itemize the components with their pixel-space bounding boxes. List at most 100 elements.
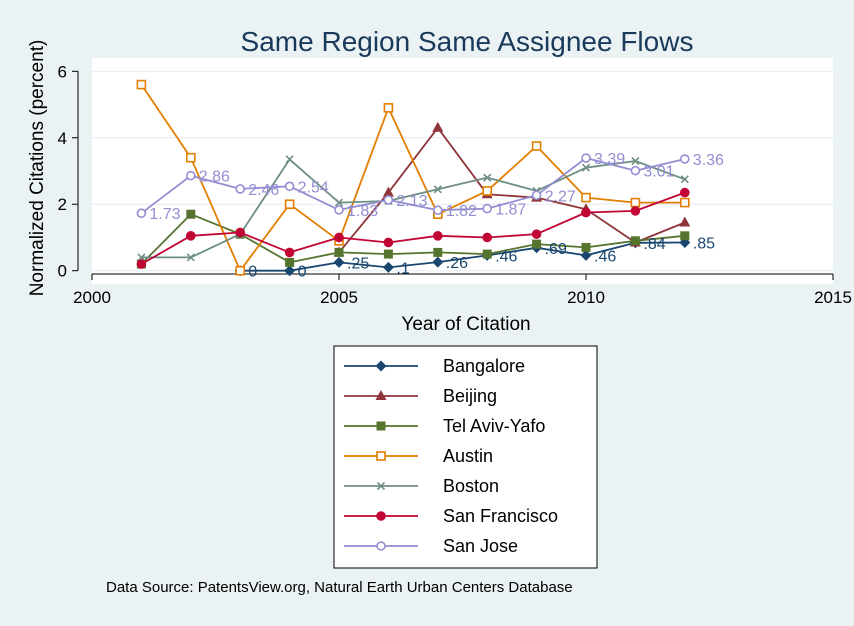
legend-label: Austin <box>443 446 493 466</box>
data-point <box>680 231 690 241</box>
data-point <box>186 152 196 163</box>
data-point <box>334 205 344 215</box>
data-point <box>532 239 542 249</box>
legend-item: San Francisco <box>344 506 558 526</box>
series-line <box>338 126 686 253</box>
data-point <box>333 256 345 268</box>
legend-label: Boston <box>443 476 499 496</box>
y-tick-label: 2 <box>58 195 67 214</box>
data-point <box>581 153 591 163</box>
data-label: 1.87 <box>495 202 526 219</box>
data-label: 3.39 <box>594 151 625 168</box>
data-label: .46 <box>495 248 517 265</box>
data-label: .69 <box>545 241 567 258</box>
series-austin <box>136 79 690 276</box>
legend: Bangalore Beijing Tel Aviv-Yafo Austin Bosto… <box>333 345 598 569</box>
data-point <box>383 103 394 113</box>
data-point <box>581 192 591 203</box>
data-point <box>679 216 691 227</box>
legend-marker <box>376 511 386 521</box>
data-point <box>235 184 245 194</box>
legend-item: Austin <box>344 446 493 466</box>
data-point <box>284 265 296 277</box>
series-line <box>140 191 686 265</box>
series-layer <box>136 79 691 277</box>
legend-marker <box>376 541 386 551</box>
legend-label: San Francisco <box>443 506 558 526</box>
data-point <box>432 205 443 216</box>
axes-layer: 0 2 4 6 2000 2005 2010 2015 <box>58 62 852 307</box>
data-point <box>383 237 394 248</box>
data-point <box>137 253 146 262</box>
data-label: 0 <box>298 264 307 281</box>
data-label: 1.82 <box>446 203 477 220</box>
data-label: 2.86 <box>199 169 230 186</box>
y-tick-label: 0 <box>58 262 67 281</box>
data-label: 2.46 <box>248 182 279 199</box>
data-point <box>482 203 493 214</box>
series-san-francisco <box>136 187 690 269</box>
data-label: 2.54 <box>298 179 329 196</box>
series-line <box>140 84 685 272</box>
data-label: .84 <box>643 236 665 253</box>
data-point <box>235 227 245 238</box>
data-point <box>679 197 690 208</box>
data-label: .1 <box>396 260 409 277</box>
data-point <box>136 259 147 269</box>
y-tick-label: 6 <box>58 62 67 81</box>
legend-item: Beijing <box>344 386 497 406</box>
data-label: 3.01 <box>643 164 674 181</box>
data-label: 0 <box>248 264 257 281</box>
legend-items: Bangalore Beijing Tel Aviv-Yafo Austin Bosto… <box>344 356 558 556</box>
data-point <box>630 206 641 216</box>
x-tick-label: 2000 <box>73 288 111 307</box>
data-point <box>334 198 344 207</box>
data-point <box>235 265 245 276</box>
data-point <box>383 195 394 205</box>
data-label: 2.27 <box>545 188 576 205</box>
data-point <box>136 79 147 90</box>
data-point <box>631 156 640 166</box>
data-point <box>186 170 196 181</box>
data-point <box>433 185 442 194</box>
data-point <box>630 236 640 246</box>
data-point <box>432 121 444 132</box>
legend-label: Beijing <box>443 386 497 406</box>
data-label: 1.83 <box>347 203 378 220</box>
legend-item: Bangalore <box>344 356 525 376</box>
data-label: 1.73 <box>149 206 180 223</box>
y-tick-label: 4 <box>58 129 67 148</box>
data-point <box>382 186 394 197</box>
data-point <box>482 186 493 196</box>
data-point <box>483 173 492 182</box>
legend-label: San Jose <box>443 536 518 556</box>
series-line <box>140 213 685 265</box>
data-label: .25 <box>347 255 369 272</box>
series-line <box>141 158 686 259</box>
legend-item: Boston <box>344 476 499 496</box>
data-point <box>581 242 591 252</box>
series-line <box>240 241 685 272</box>
data-point <box>284 199 295 210</box>
data-point <box>630 197 641 208</box>
data-point <box>284 181 295 192</box>
data-point <box>482 249 492 259</box>
data-point <box>630 165 641 176</box>
data-point <box>581 207 591 218</box>
data-point <box>382 261 394 273</box>
data-point <box>680 175 689 184</box>
source-note: Data Source: PatentsView.org, Natural Ea… <box>106 579 573 596</box>
labels-layer: 0 0 .25 .1 .26 .46 .69 .46 .84 .85 1.73 2.86 2.46 2.5… <box>149 151 724 281</box>
x-tick-label: 2005 <box>320 288 358 307</box>
data-point <box>580 249 592 261</box>
data-label: 2.13 <box>396 193 427 210</box>
x-axis-label: Year of Citation <box>401 314 530 335</box>
data-point <box>334 247 344 257</box>
data-point <box>432 256 444 268</box>
data-point <box>383 249 393 259</box>
data-point <box>334 232 344 243</box>
data-point <box>285 155 294 164</box>
data-point <box>284 247 295 258</box>
x-tick-label: 2015 <box>814 288 852 307</box>
series-san-jose <box>136 153 690 219</box>
